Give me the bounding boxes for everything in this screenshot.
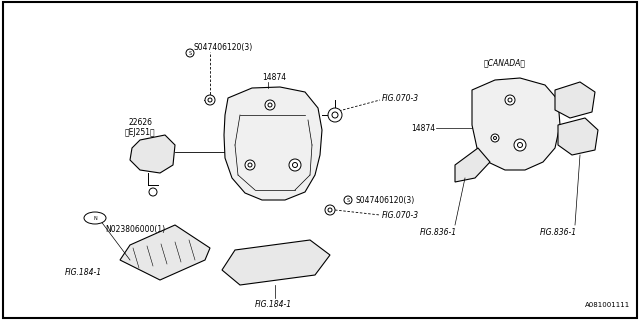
Polygon shape bbox=[224, 87, 322, 200]
Text: 14874: 14874 bbox=[262, 73, 286, 82]
Circle shape bbox=[332, 112, 338, 118]
Circle shape bbox=[328, 108, 342, 122]
Circle shape bbox=[289, 159, 301, 171]
Circle shape bbox=[265, 100, 275, 110]
Text: 〈CANADA〉: 〈CANADA〉 bbox=[484, 58, 526, 67]
Circle shape bbox=[344, 196, 352, 204]
Circle shape bbox=[208, 98, 212, 102]
Text: N023806000(1): N023806000(1) bbox=[105, 225, 165, 234]
Polygon shape bbox=[555, 82, 595, 118]
Text: S047406120(3): S047406120(3) bbox=[355, 196, 414, 204]
Circle shape bbox=[245, 160, 255, 170]
Text: S047406120(3): S047406120(3) bbox=[193, 43, 252, 52]
Text: FIG.836-1: FIG.836-1 bbox=[540, 228, 577, 237]
Circle shape bbox=[514, 139, 526, 151]
Text: FIG.184-1: FIG.184-1 bbox=[255, 300, 292, 309]
Text: FIG.184-1: FIG.184-1 bbox=[65, 268, 102, 277]
Circle shape bbox=[292, 163, 298, 167]
Circle shape bbox=[205, 95, 215, 105]
Text: 22626
〈EJ251〉: 22626 〈EJ251〉 bbox=[125, 118, 156, 137]
Text: FIG.836-1: FIG.836-1 bbox=[420, 228, 457, 237]
Ellipse shape bbox=[84, 212, 106, 224]
Text: N: N bbox=[93, 216, 97, 221]
Circle shape bbox=[491, 134, 499, 142]
Circle shape bbox=[505, 95, 515, 105]
Circle shape bbox=[149, 188, 157, 196]
Polygon shape bbox=[455, 148, 490, 182]
Circle shape bbox=[325, 205, 335, 215]
Polygon shape bbox=[130, 135, 175, 173]
Polygon shape bbox=[222, 240, 330, 285]
Text: 14874: 14874 bbox=[411, 124, 435, 132]
Text: FIG.070-3: FIG.070-3 bbox=[382, 211, 419, 220]
Circle shape bbox=[248, 163, 252, 167]
Circle shape bbox=[268, 103, 272, 107]
Text: S: S bbox=[346, 198, 349, 203]
Text: FIG.070-3: FIG.070-3 bbox=[382, 93, 419, 102]
Circle shape bbox=[518, 142, 522, 148]
Text: A081001111: A081001111 bbox=[585, 302, 630, 308]
Polygon shape bbox=[472, 78, 560, 170]
Circle shape bbox=[508, 98, 512, 102]
Polygon shape bbox=[120, 225, 210, 280]
Circle shape bbox=[493, 137, 497, 140]
Circle shape bbox=[328, 208, 332, 212]
Text: S: S bbox=[188, 51, 191, 56]
Polygon shape bbox=[558, 118, 598, 155]
Circle shape bbox=[186, 49, 194, 57]
